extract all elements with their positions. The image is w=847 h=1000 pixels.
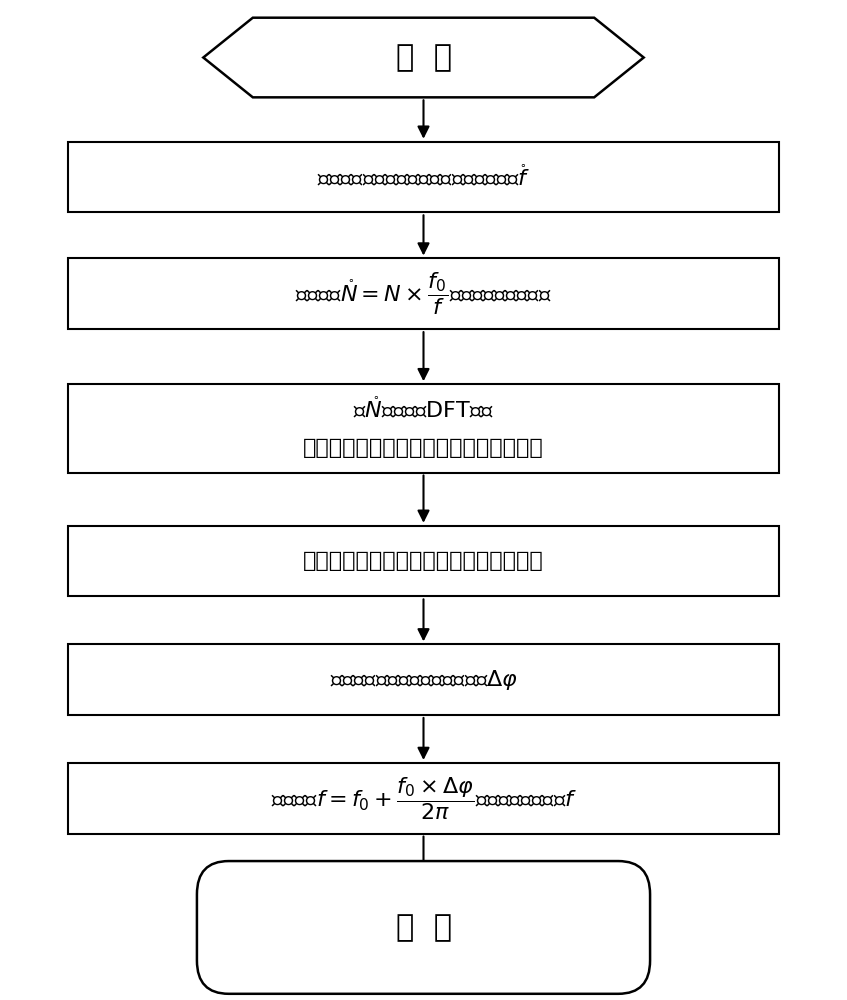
Text: 计算下一个数据窗基波电量的实部和虚部: 计算下一个数据窗基波电量的实部和虚部: [303, 551, 544, 571]
Text: 将$\mathring{N}$代入加窗DFT公式: 将$\mathring{N}$代入加窗DFT公式: [353, 396, 494, 422]
FancyBboxPatch shape: [68, 644, 779, 715]
Text: 计算两数据窗基波电量的相位差$\Delta\varphi$: 计算两数据窗基波电量的相位差$\Delta\varphi$: [329, 668, 518, 692]
Text: 结  束: 结 束: [396, 913, 451, 942]
FancyBboxPatch shape: [68, 526, 779, 596]
FancyBboxPatch shape: [68, 142, 779, 212]
Polygon shape: [203, 18, 644, 97]
Text: 计算第一个数据窗基波电量的实部和虚部: 计算第一个数据窗基波电量的实部和虚部: [303, 438, 544, 458]
Text: 硬件或者软件测频法获得频率初始测量值$\mathring{f}$: 硬件或者软件测频法获得频率初始测量值$\mathring{f}$: [317, 164, 530, 190]
FancyBboxPatch shape: [68, 763, 779, 834]
FancyBboxPatch shape: [68, 258, 779, 329]
Text: 根据公式$f = f_0 + \dfrac{f_0 \times \Delta\varphi}{2\pi}$，求出频率测量值$f$: 根据公式$f = f_0 + \dfrac{f_0 \times \Delta\…: [270, 775, 577, 822]
FancyBboxPatch shape: [197, 861, 650, 994]
Text: 利用公式$\mathring{N} = N \times \dfrac{f_0}{f}$，修改数据处理长度: 利用公式$\mathring{N} = N \times \dfrac{f_0}…: [296, 271, 551, 317]
Text: 开  始: 开 始: [396, 43, 451, 72]
FancyBboxPatch shape: [68, 384, 779, 473]
